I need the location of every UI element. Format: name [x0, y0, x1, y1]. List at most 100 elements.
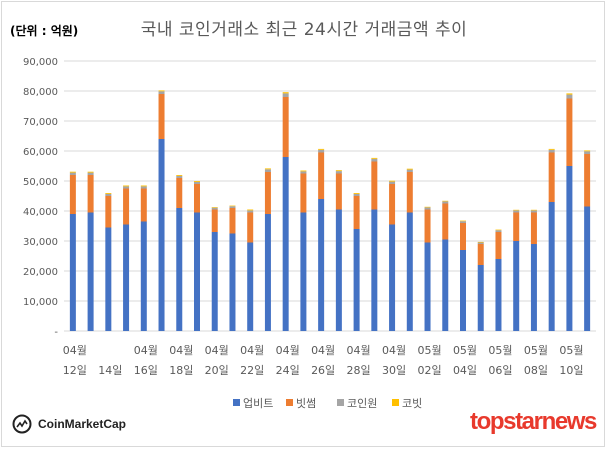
- bar-segment-bithumb: [158, 94, 165, 139]
- bar-segment-korbit: [495, 229, 502, 231]
- bar-segment-bithumb: [548, 152, 555, 202]
- bar-segment-korbit: [176, 175, 183, 176]
- bar-segment-coinone: [69, 172, 76, 175]
- bar-segment-korbit: [530, 209, 537, 211]
- bar-segment-bithumb: [477, 244, 484, 265]
- bar-segment-coinone: [300, 171, 307, 174]
- y-tick-label: 10,000: [23, 297, 58, 308]
- bar-segment-bithumb: [123, 188, 130, 225]
- coinmarketcap-logo: CoinMarketCap: [12, 414, 126, 434]
- x-tick-month: 05월: [488, 344, 512, 357]
- x-tick-month: 04월: [169, 344, 193, 357]
- bar-segment-korbit: [69, 171, 76, 173]
- x-tick-month: 05월: [524, 344, 548, 357]
- bar-segment-korbit: [282, 92, 289, 94]
- x-tick-month: 04월: [347, 344, 371, 357]
- bar-segment-upbit: [69, 214, 76, 331]
- x-tick-month: 04월: [240, 344, 264, 357]
- bar-segment-bithumb: [424, 209, 431, 243]
- bar-segment-korbit: [229, 205, 236, 207]
- bar-segment-bithumb: [264, 172, 271, 214]
- bar-segment-bithumb: [460, 223, 466, 250]
- x-tick-day: 10일: [559, 363, 583, 377]
- bar-segment-coinone: [566, 94, 573, 99]
- x-tick-day: 24일: [276, 363, 300, 377]
- bar-segment-coinone: [353, 193, 360, 196]
- legend-label: 코빗: [402, 397, 422, 410]
- bar-segment-korbit: [566, 93, 573, 95]
- bar-segment-upbit: [424, 242, 431, 331]
- x-tick-month: 05월: [559, 344, 583, 357]
- bar-segment-bithumb: [335, 173, 342, 210]
- bar-segment-korbit: [140, 185, 147, 187]
- bar-segment-bithumb: [229, 208, 236, 234]
- bar-segment-bithumb: [194, 184, 200, 213]
- bar-segment-upbit: [442, 239, 449, 331]
- bar-segment-korbit: [87, 171, 94, 173]
- legend-label: 업비트: [243, 397, 273, 410]
- x-tick-day: 28일: [347, 363, 371, 377]
- bar-segment-coinone: [335, 171, 342, 174]
- bar-segment-upbit: [566, 166, 573, 331]
- bar-segment-coinone: [442, 201, 449, 204]
- bar-segment-upbit: [247, 242, 254, 331]
- bar-segment-bithumb: [353, 196, 360, 229]
- bar-segment-upbit: [140, 221, 147, 331]
- bar-segment-coinone: [87, 172, 94, 175]
- bar-segment-coinone: [424, 207, 431, 210]
- bar-segment-coinone: [105, 193, 112, 196]
- bar-segment-bithumb: [584, 154, 591, 207]
- bar-segment-coinone: [176, 175, 183, 178]
- bar-segment-coinone: [477, 242, 484, 244]
- bar-segment-upbit: [176, 208, 183, 331]
- chart-title: 국내 코인거래소 최근 24시간 거래금액 추이: [140, 20, 468, 40]
- bar-segment-upbit: [105, 227, 112, 331]
- bar-segment-upbit: [123, 224, 130, 331]
- x-tick-day: 12일: [63, 363, 87, 377]
- bar-segment-coinone: [123, 186, 130, 189]
- bar-segment-upbit: [548, 202, 555, 331]
- y-tick-label: 30,000: [23, 237, 58, 248]
- bar-segment-upbit: [300, 212, 307, 331]
- bar-segment-bithumb: [389, 184, 396, 225]
- unit-label: (단위 : 억원): [10, 24, 79, 38]
- bar-segment-korbit: [442, 200, 449, 202]
- bar-segment-coinone: [495, 230, 502, 232]
- bar-segment-bithumb: [105, 196, 112, 228]
- bar-segment-coinone: [247, 210, 254, 213]
- bar-segment-korbit: [548, 148, 555, 150]
- bar-segment-bithumb: [530, 212, 537, 244]
- bar-segment-korbit: [477, 241, 484, 243]
- bar-segment-coinone: [548, 149, 555, 153]
- y-tick-label: 80,000: [23, 87, 58, 98]
- x-tick-day: 26일: [311, 363, 335, 377]
- bar-segment-korbit: [123, 185, 130, 187]
- legend-swatch: [392, 399, 399, 406]
- bar-segment-korbit: [264, 168, 271, 170]
- x-tick-day: 02일: [417, 363, 441, 377]
- bar-segment-upbit: [87, 212, 94, 331]
- y-tick-label: 50,000: [23, 177, 58, 188]
- coinmarketcap-icon: [12, 414, 32, 434]
- bar-segment-upbit: [194, 212, 200, 331]
- legend-swatch: [286, 399, 293, 406]
- y-tick-label: -: [54, 327, 58, 338]
- bar-segment-upbit: [211, 232, 218, 331]
- bar-segment-bithumb: [300, 173, 307, 213]
- bar-segment-korbit: [389, 180, 396, 182]
- topstarnews-logo: topstarnews: [470, 408, 597, 435]
- bar-segment-bithumb: [87, 175, 94, 213]
- bar-segment-coinone: [264, 169, 271, 172]
- bar-segment-korbit: [318, 148, 325, 150]
- bar-segment-bithumb: [513, 212, 520, 241]
- bar-segment-korbit: [194, 181, 200, 182]
- bar-segment-coinone: [211, 207, 218, 210]
- bar-segment-bithumb: [406, 172, 413, 213]
- bar-segment-korbit: [158, 90, 165, 92]
- x-tick-month: 04월: [205, 344, 229, 357]
- x-tick-day: 22일: [240, 363, 264, 377]
- bar-segment-bithumb: [247, 212, 254, 243]
- y-tick-label: 70,000: [23, 117, 58, 128]
- bar-segment-coinone: [229, 206, 236, 208]
